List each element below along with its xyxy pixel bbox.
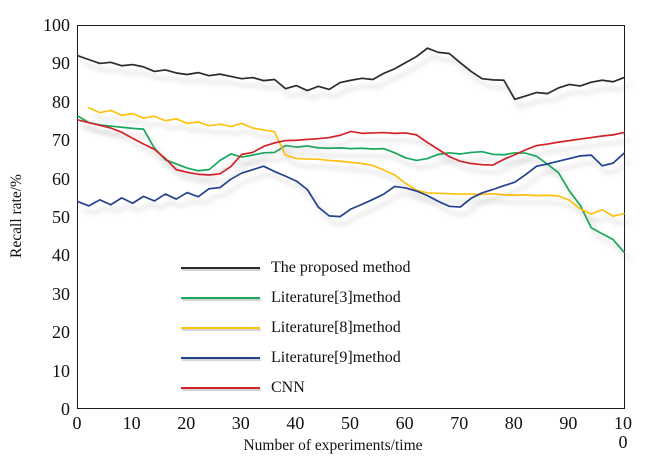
x-tick-label: 90 xyxy=(559,413,578,433)
series-line-series3 xyxy=(78,153,624,216)
legend-item: Literature[3]method xyxy=(181,283,411,313)
x-tick-label: 80 xyxy=(504,413,523,433)
legend-item-label: Literature[3]method xyxy=(271,289,401,306)
legend-item-label: Literature[9]method xyxy=(271,349,401,366)
series-line-series1 xyxy=(78,116,624,252)
y-tick-label: 30 xyxy=(52,283,70,304)
legend-line-swatch xyxy=(181,266,260,270)
y-tick-label: 20 xyxy=(52,322,70,343)
chart-legend: The proposed method Literature[3]method Li… xyxy=(181,253,411,403)
y-tick-label: 40 xyxy=(52,245,70,266)
legend-item: The proposed method xyxy=(181,253,411,283)
x-tick-label: 100 xyxy=(614,413,632,452)
series-line-series0 xyxy=(78,48,624,99)
legend-item: Literature[9]method xyxy=(181,343,411,373)
legend-item-label: The proposed method xyxy=(271,259,411,276)
x-axis-title: Number of experiments/time xyxy=(243,437,423,454)
series-line-series2 xyxy=(89,108,624,216)
legend-line-swatch xyxy=(181,296,260,300)
legend-item-label: CNN xyxy=(271,379,305,396)
plot-area: The proposed method Literature[3]method Li… xyxy=(77,25,625,409)
legend-line-swatch xyxy=(181,386,260,390)
x-tick-label: 30 xyxy=(231,413,250,433)
y-tick-label: 100 xyxy=(43,15,70,35)
y-tick-label: 50 xyxy=(52,207,70,227)
y-tick-label: 0 xyxy=(61,399,70,419)
legend-item: Literature[8]method xyxy=(181,313,411,343)
x-tick-label: 50 xyxy=(341,413,359,433)
x-tick-label: 40 xyxy=(286,413,305,433)
legend-item: CNN xyxy=(181,373,411,403)
y-tick-label: 10 xyxy=(52,360,70,381)
line-chart-canvas xyxy=(78,26,624,408)
x-tick-label: 60 xyxy=(395,413,414,433)
x-tick-label: 20 xyxy=(177,413,196,433)
legend-item-label: Literature[8]method xyxy=(271,319,401,336)
legend-line-swatch xyxy=(181,326,260,330)
legend-line-swatch xyxy=(181,356,260,360)
x-tick-label: 70 xyxy=(450,413,469,433)
x-tick-label: 10 xyxy=(122,413,141,433)
x-tick-label: 0 xyxy=(72,413,82,433)
y-tick-label: 80 xyxy=(52,91,70,112)
series-line-cnn xyxy=(78,120,624,175)
y-tick-label: 90 xyxy=(52,53,70,74)
y-tick-label: 70 xyxy=(52,130,70,151)
y-tick-label: 60 xyxy=(52,168,70,189)
